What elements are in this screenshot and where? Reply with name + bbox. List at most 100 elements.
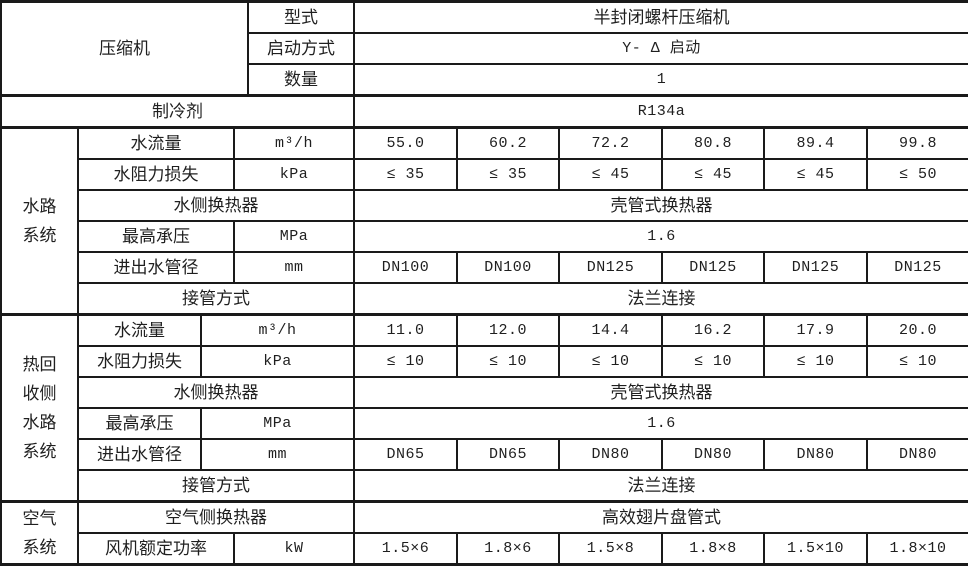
- air-fan-value: 1.8×8: [661, 532, 765, 566]
- water-connection-label: 接管方式: [77, 282, 355, 316]
- hr-flow-value: 20.0: [865, 313, 968, 347]
- water-resistance-unit: kPa: [233, 158, 355, 191]
- hr-pipe-value: DN80: [558, 438, 663, 471]
- row-hr-connection: 接管方式 法兰连接: [1, 469, 968, 503]
- water-flow-value: 80.8: [661, 126, 765, 160]
- air-fan-value: 1.8×10: [865, 532, 968, 566]
- water-connection-value: 法兰连接: [352, 282, 968, 316]
- water-flow-unit: m³/h: [233, 126, 355, 160]
- compressor-qty-label: 数量: [247, 63, 355, 97]
- hr-pipe-value: DN80: [661, 438, 765, 471]
- water-pressure-value: 1.6: [352, 220, 968, 253]
- water-exchanger-label: 水侧换热器: [77, 189, 355, 222]
- water-pipe-value: DN125: [763, 251, 868, 284]
- hr-pipe-label: 进出水管径: [77, 438, 202, 471]
- hr-resistance-value: ≤ 10: [661, 345, 765, 378]
- water-pipe-unit: mm: [233, 251, 355, 284]
- compressor-start-label: 启动方式: [247, 32, 355, 65]
- row-water-connection: 接管方式 法兰连接: [1, 282, 968, 316]
- water-exchanger-value: 壳管式换热器: [352, 189, 968, 222]
- row-air-exchanger: 空气 系统 空气侧换热器 高效翅片盘管式: [0, 500, 968, 566]
- air-fan-value: 1.8×6: [456, 532, 560, 566]
- hr-exchanger-value: 壳管式换热器: [352, 376, 968, 409]
- air-fan-unit: kW: [233, 532, 355, 566]
- hr-resistance-value: ≤ 10: [456, 345, 560, 378]
- hr-pressure-unit: MPa: [200, 407, 355, 440]
- water-resistance-value: ≤ 35: [456, 158, 560, 191]
- hr-connection-label: 接管方式: [77, 469, 355, 503]
- row-water-resistance: 水阻力损失 kPa ≤ 35 ≤ 35 ≤ 45 ≤ 45 ≤ 45 ≤ 50: [1, 158, 968, 191]
- water-pipe-value: DN125: [661, 251, 765, 284]
- row-hr-resistance: 水阻力损失 kPa ≤ 10 ≤ 10 ≤ 10 ≤ 10 ≤ 10 ≤ 10: [1, 345, 968, 378]
- row-hr-pressure: 最高承压 MPa 1.6: [1, 407, 968, 440]
- hr-pipe-value: DN80: [763, 438, 868, 471]
- hr-resistance-value: ≤ 10: [558, 345, 663, 378]
- water-resistance-label: 水阻力损失: [77, 158, 235, 191]
- water-flow-value: 55.0: [353, 126, 458, 160]
- air-fan-value: 1.5×10: [763, 532, 868, 566]
- row-air-fan-power: 风机额定功率 kW 1.5×6 1.8×6 1.5×8 1.8×8 1.5×10…: [1, 532, 968, 566]
- row-water-pressure: 最高承压 MPa 1.6: [1, 220, 968, 253]
- water-pressure-label: 最高承压: [77, 220, 235, 253]
- compressor-type-value: 半封闭螺杆压缩机: [352, 0, 968, 34]
- row-water-flow: 水路 系统 水流量 m³/h 55.0 60.2 72.2 80.8 89.4 …: [0, 126, 968, 316]
- water-flow-value: 99.8: [865, 126, 968, 160]
- water-resistance-value: ≤ 45: [558, 158, 663, 191]
- water-pressure-unit: MPa: [233, 220, 355, 253]
- compressor-group-label: 压缩机: [0, 0, 249, 97]
- hr-resistance-value: ≤ 10: [763, 345, 868, 378]
- hr-flow-label: 水流量: [77, 313, 202, 347]
- air-system-group-label: 空气 系统: [0, 500, 79, 566]
- hr-pipe-value: DN80: [865, 438, 968, 471]
- hr-flow-value: 11.0: [353, 313, 458, 347]
- hr-flow-value: 14.4: [558, 313, 663, 347]
- air-fan-value: 1.5×6: [353, 532, 458, 566]
- water-resistance-value: ≤ 45: [763, 158, 868, 191]
- hr-pressure-label: 最高承压: [77, 407, 202, 440]
- row-hr-exchanger: 水侧换热器 壳管式换热器: [1, 376, 968, 409]
- hr-flow-value: 12.0: [456, 313, 560, 347]
- row-hr-pipe: 进出水管径 mm DN65 DN65 DN80 DN80 DN80 DN80: [1, 438, 968, 471]
- hr-connection-value: 法兰连接: [352, 469, 968, 503]
- water-pipe-value: DN125: [865, 251, 968, 284]
- water-flow-label: 水流量: [77, 126, 235, 160]
- water-pipe-label: 进出水管径: [77, 251, 235, 284]
- water-resistance-value: ≤ 50: [865, 158, 968, 191]
- hr-flow-value: 17.9: [763, 313, 868, 347]
- water-flow-value: 72.2: [558, 126, 663, 160]
- hr-pipe-value: DN65: [353, 438, 458, 471]
- row-water-pipe: 进出水管径 mm DN100 DN100 DN125 DN125 DN125 D…: [1, 251, 968, 284]
- water-resistance-value: ≤ 35: [353, 158, 458, 191]
- air-fan-label: 风机额定功率: [77, 532, 235, 566]
- heat-recovery-group-label: 热回 收侧 水路 系统: [0, 313, 79, 503]
- hr-pipe-value: DN65: [456, 438, 560, 471]
- water-system-group-label: 水路 系统: [0, 126, 79, 316]
- row-hr-flow: 热回 收侧 水路 系统 水流量 m³/h 11.0 12.0 14.4 16.2…: [0, 313, 968, 503]
- refrigerant-value: R134a: [352, 94, 968, 129]
- water-flow-value: 60.2: [456, 126, 560, 160]
- water-pipe-value: DN100: [353, 251, 458, 284]
- hr-flow-value: 16.2: [661, 313, 765, 347]
- row-refrigerant: 制冷剂 R134a: [0, 94, 968, 129]
- air-fan-value: 1.5×8: [558, 532, 663, 566]
- hr-flow-unit: m³/h: [200, 313, 355, 347]
- compressor-start-value: Y- Δ 启动: [352, 32, 968, 65]
- row-compressor-qty: 数量 1: [1, 63, 968, 97]
- water-pipe-value: DN125: [558, 251, 663, 284]
- hr-pipe-unit: mm: [200, 438, 355, 471]
- compressor-type-label: 型式: [247, 0, 355, 34]
- row-water-exchanger: 水侧换热器 壳管式换热器: [1, 189, 968, 222]
- compressor-qty-value: 1: [352, 63, 968, 97]
- air-exchanger-value: 高效翅片盘管式: [352, 500, 968, 534]
- air-exchanger-label: 空气侧换热器: [77, 500, 355, 534]
- water-flow-value: 89.4: [763, 126, 868, 160]
- hr-resistance-unit: kPa: [200, 345, 355, 378]
- water-pipe-value: DN100: [456, 251, 560, 284]
- row-compressor-type: 压缩机 型式 半封闭螺杆压缩机: [0, 0, 968, 97]
- hr-resistance-value: ≤ 10: [865, 345, 968, 378]
- hr-exchanger-label: 水侧换热器: [77, 376, 355, 409]
- hr-resistance-value: ≤ 10: [353, 345, 458, 378]
- hr-resistance-label: 水阻力损失: [77, 345, 202, 378]
- hr-pressure-value: 1.6: [352, 407, 968, 440]
